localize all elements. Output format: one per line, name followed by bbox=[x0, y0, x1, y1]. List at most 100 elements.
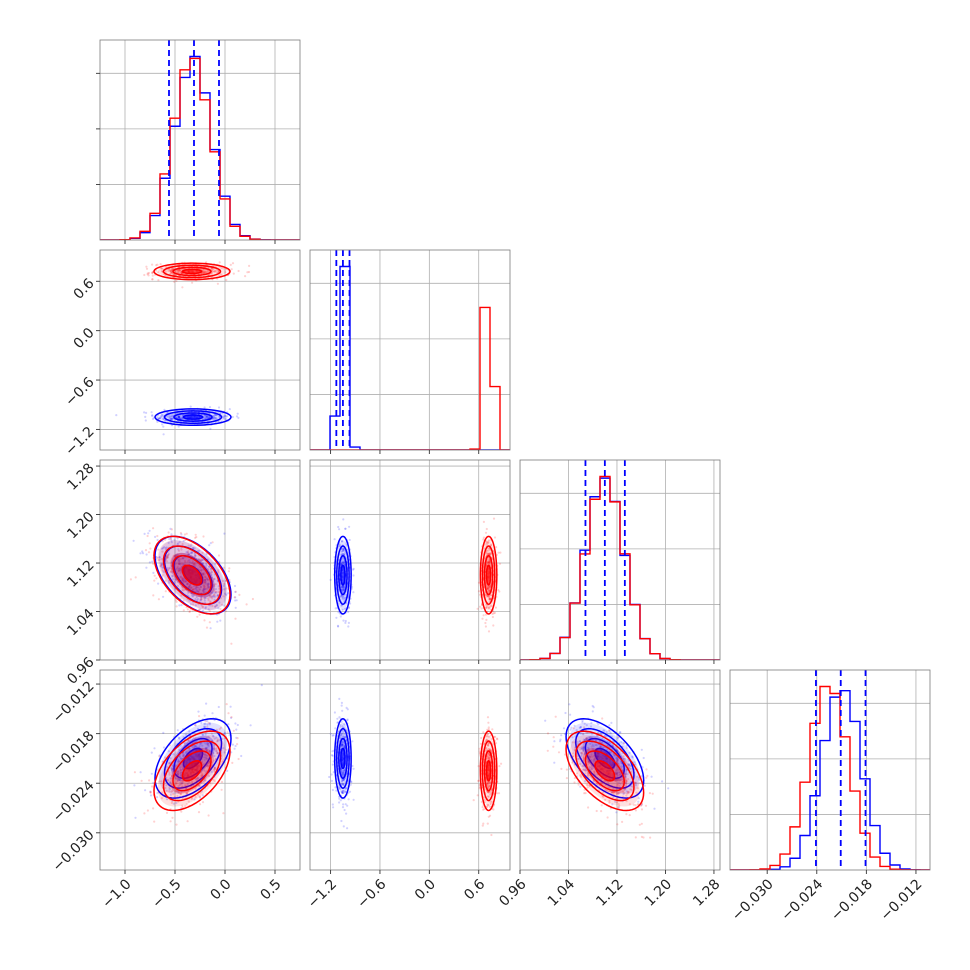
scatter-point bbox=[176, 771, 179, 774]
scatter-point bbox=[192, 563, 196, 566]
scatter-point bbox=[605, 789, 608, 792]
scatter-point bbox=[182, 589, 185, 592]
scatter-point bbox=[487, 587, 490, 590]
scatter-point bbox=[223, 582, 226, 585]
scatter-point bbox=[156, 768, 159, 771]
scatter-point bbox=[165, 557, 168, 560]
scatter-point bbox=[622, 755, 625, 758]
scatter-point bbox=[201, 605, 204, 608]
scatter-point bbox=[331, 788, 334, 792]
scatter-point bbox=[340, 790, 343, 793]
scatter-point bbox=[334, 727, 337, 730]
scatter-point bbox=[190, 586, 193, 589]
scatter-point bbox=[200, 595, 203, 598]
scatter-point bbox=[152, 781, 155, 784]
scatter-point bbox=[151, 417, 155, 421]
scatter-point bbox=[170, 570, 173, 573]
scatter-point bbox=[638, 782, 641, 785]
scatter-point bbox=[486, 541, 489, 545]
panel-1-0 bbox=[96, 249, 301, 454]
scatter-point bbox=[651, 792, 654, 795]
scatter-point bbox=[176, 794, 179, 798]
scatter-point bbox=[613, 754, 616, 757]
scatter-point bbox=[188, 561, 191, 564]
scatter-point bbox=[200, 598, 203, 601]
scatter-point bbox=[178, 755, 181, 758]
scatter-point bbox=[177, 562, 180, 565]
scatter-point bbox=[231, 415, 234, 419]
scatter-point bbox=[165, 556, 168, 559]
scatter-point bbox=[481, 806, 484, 809]
scatter-point bbox=[198, 745, 201, 748]
scatter-point bbox=[477, 581, 481, 584]
scatter-point bbox=[335, 616, 338, 619]
scatter-point bbox=[177, 758, 180, 761]
scatter-point bbox=[341, 586, 345, 589]
scatter-point bbox=[481, 617, 484, 620]
scatter-point bbox=[159, 263, 162, 266]
scatter-point bbox=[617, 768, 620, 771]
scatter-point bbox=[618, 774, 622, 777]
scatter-point bbox=[194, 533, 197, 536]
hist-series-0 bbox=[730, 685, 930, 870]
scatter-point bbox=[579, 726, 582, 729]
scatter-point bbox=[625, 800, 628, 803]
contour-series-0 bbox=[481, 740, 496, 802]
scatter-point bbox=[182, 767, 185, 770]
hist-series-0 bbox=[520, 475, 720, 660]
scatter-point bbox=[600, 804, 603, 807]
scatter-point bbox=[480, 800, 483, 803]
scatter-point bbox=[219, 607, 222, 611]
scatter-point bbox=[194, 796, 197, 799]
scatter-point bbox=[344, 735, 347, 738]
scatter-point bbox=[337, 625, 340, 628]
scatter-point bbox=[202, 271, 205, 274]
scatter-point bbox=[197, 776, 200, 779]
scatter-point bbox=[337, 525, 340, 529]
scatter-point bbox=[181, 579, 184, 582]
scatter-point bbox=[487, 744, 490, 747]
panel-1-1 bbox=[309, 249, 511, 454]
scatter-point bbox=[178, 783, 182, 786]
scatter-point bbox=[207, 584, 210, 587]
scatter-point bbox=[638, 778, 641, 781]
scatter-point bbox=[213, 270, 216, 273]
scatter-point bbox=[643, 784, 646, 787]
scatter-point bbox=[342, 553, 345, 556]
y-tick-label: −0.030 bbox=[50, 827, 98, 875]
scatter-point bbox=[472, 799, 475, 802]
scatter-point bbox=[199, 559, 202, 562]
scatter-point bbox=[171, 789, 174, 792]
scatter-point bbox=[205, 564, 208, 567]
scatter-point bbox=[181, 797, 184, 800]
scatter-point bbox=[579, 751, 582, 754]
scatter-point bbox=[171, 417, 174, 421]
scatter-point bbox=[179, 774, 182, 778]
scatter-point bbox=[208, 760, 211, 763]
scatter-point bbox=[349, 602, 352, 605]
scatter-point bbox=[158, 754, 161, 757]
scatter-point bbox=[212, 759, 216, 762]
scatter-point bbox=[616, 757, 619, 760]
scatter-point bbox=[186, 560, 189, 563]
scatter-point bbox=[164, 579, 167, 582]
scatter-point bbox=[161, 540, 164, 543]
scatter-point bbox=[632, 803, 635, 806]
scatter-point bbox=[213, 598, 216, 601]
scatter-point bbox=[206, 270, 209, 273]
scatter-point bbox=[208, 621, 211, 624]
scatter-point bbox=[614, 779, 617, 782]
scatter-point bbox=[482, 538, 485, 541]
scatter-point bbox=[338, 697, 341, 700]
scatter-point bbox=[347, 606, 351, 609]
panel-frame bbox=[519, 669, 721, 871]
panel-frame bbox=[519, 459, 721, 661]
scatter-point bbox=[623, 791, 626, 794]
scatter-point bbox=[194, 724, 197, 727]
scatter-point bbox=[594, 743, 597, 746]
scatter-point bbox=[593, 772, 596, 775]
scatter-point bbox=[245, 603, 248, 606]
scatter-point bbox=[217, 570, 220, 574]
scatter-point bbox=[601, 717, 604, 720]
scatter-point bbox=[161, 267, 164, 270]
